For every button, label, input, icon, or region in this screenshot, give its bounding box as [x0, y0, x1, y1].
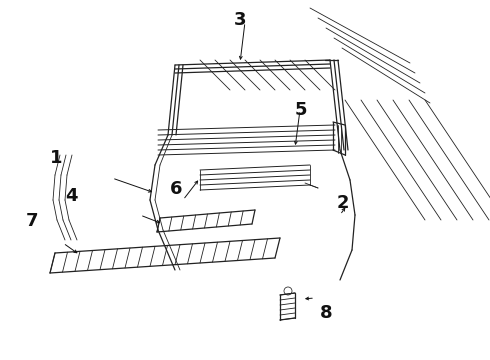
Text: 4: 4: [65, 187, 77, 205]
Text: 8: 8: [319, 304, 332, 322]
Text: 3: 3: [234, 11, 246, 29]
Text: 7: 7: [25, 212, 38, 230]
Text: 2: 2: [337, 194, 349, 212]
Text: 5: 5: [295, 101, 308, 119]
Text: 6: 6: [170, 180, 183, 198]
Text: 1: 1: [50, 149, 63, 167]
